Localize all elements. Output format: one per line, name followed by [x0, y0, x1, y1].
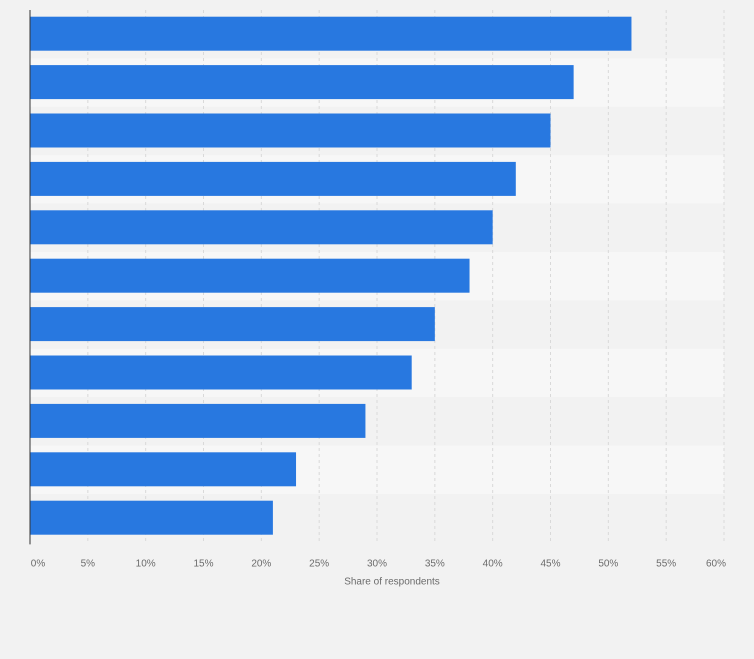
x-axis-ticks: 0% 5% 10% 15% 20% 25% 30% 35% 40% 45% 50% 55% 60%	[31, 558, 726, 569]
bar[interactable]	[30, 65, 574, 100]
bar[interactable]	[30, 500, 273, 535]
x-tick-label: 0%	[31, 558, 46, 569]
x-tick-label: 20%	[251, 558, 271, 569]
bar[interactable]	[30, 16, 632, 51]
x-tick-label: 25%	[309, 558, 329, 569]
bar[interactable]	[30, 258, 470, 293]
bar[interactable]	[30, 113, 551, 148]
x-tick-label: 30%	[367, 558, 387, 569]
x-tick-label: 35%	[425, 558, 445, 569]
x-tick-label: 40%	[483, 558, 503, 569]
bar[interactable]	[30, 403, 366, 438]
bar[interactable]	[30, 355, 412, 390]
bar[interactable]	[30, 307, 435, 342]
bars	[30, 16, 632, 535]
x-axis-title: Share of respondents	[344, 576, 440, 587]
x-tick-label: 45%	[540, 558, 560, 569]
x-tick-label: 50%	[598, 558, 618, 569]
x-tick-label: 60%	[706, 558, 726, 569]
x-tick-label: 5%	[81, 558, 96, 569]
x-tick-label: 55%	[656, 558, 676, 569]
bar[interactable]	[30, 452, 297, 487]
x-tick-label: 10%	[136, 558, 156, 569]
bar[interactable]	[30, 210, 493, 245]
bar[interactable]	[30, 161, 516, 196]
x-tick-label: 15%	[193, 558, 213, 569]
